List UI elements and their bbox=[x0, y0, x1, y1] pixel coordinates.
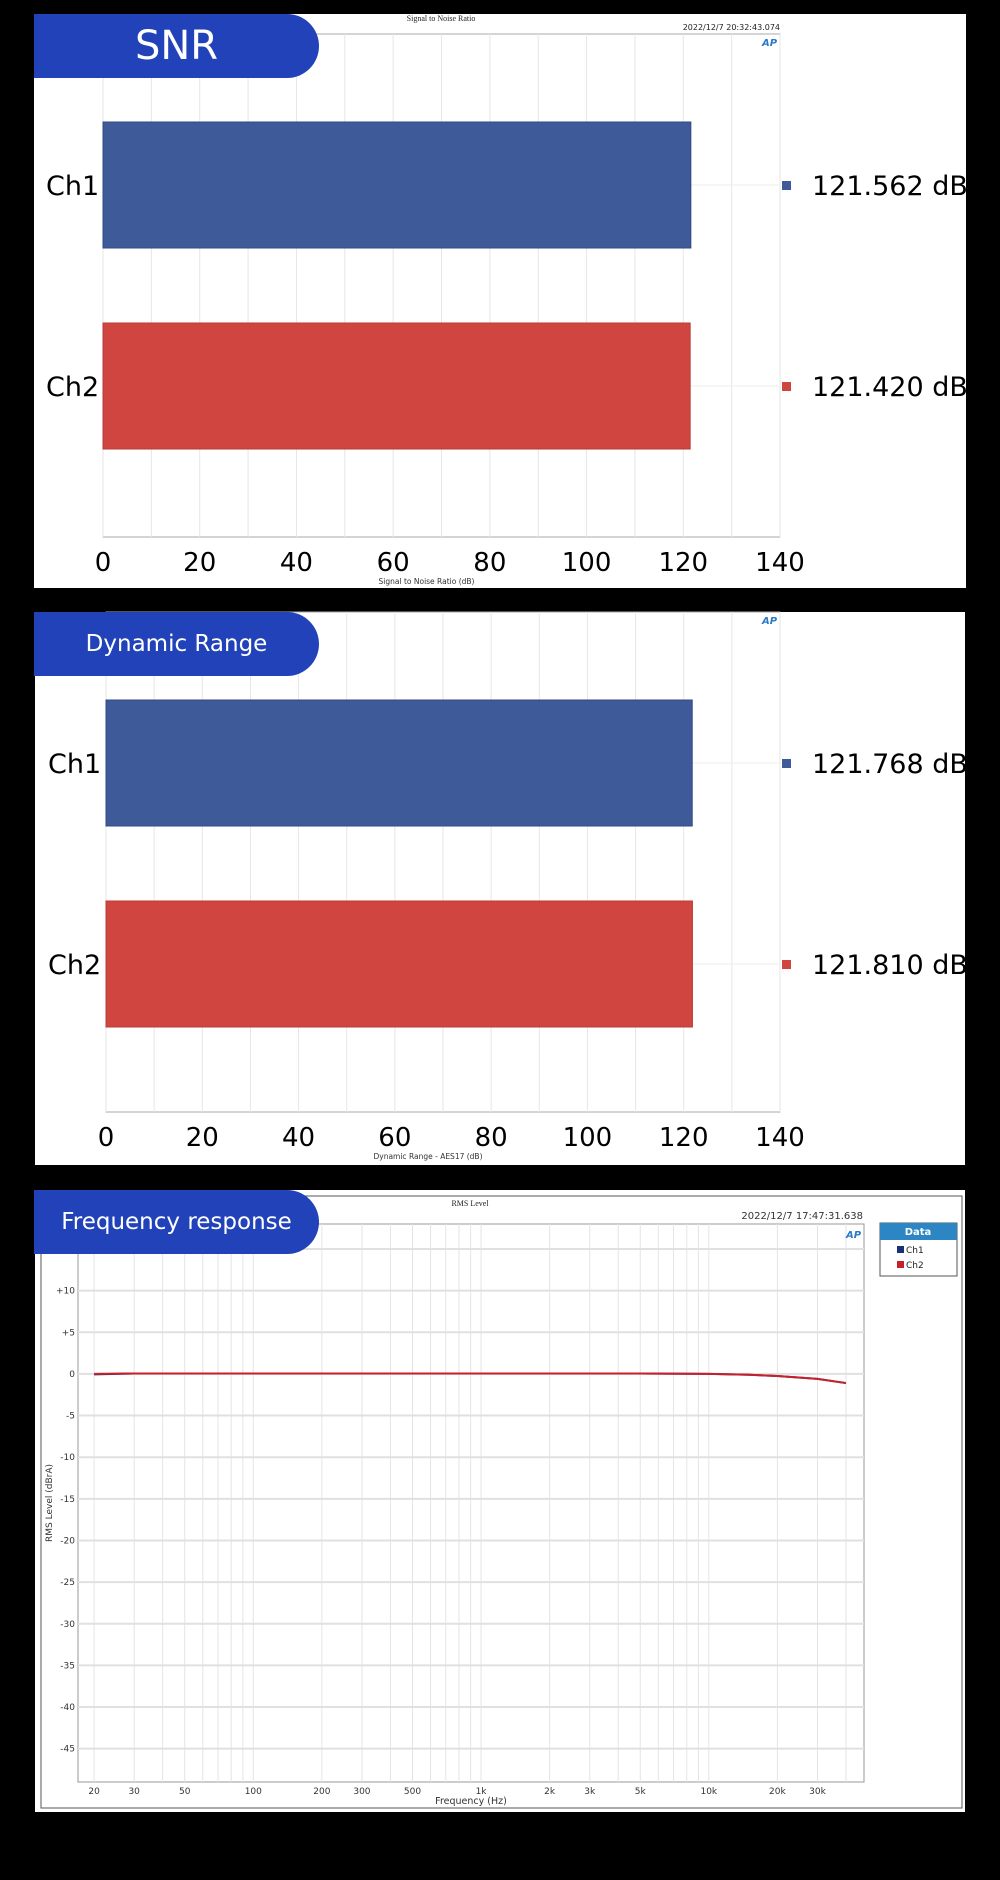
x-tick-label: 40 bbox=[282, 1123, 315, 1153]
x-tick-label: 120 bbox=[658, 548, 708, 578]
x-tick-label: 140 bbox=[755, 548, 805, 578]
legend-marker bbox=[897, 1261, 904, 1268]
y-axis-label: RMS Level (dBrA) bbox=[45, 1464, 55, 1542]
bar-ch2 bbox=[105, 900, 693, 1028]
y-tick-label: -10 bbox=[60, 1453, 75, 1463]
y-tick-label: -45 bbox=[60, 1745, 75, 1755]
x-tick-label: 120 bbox=[659, 1123, 709, 1153]
y-tick-label: -5 bbox=[66, 1412, 75, 1422]
x-axis-label: Frequency (Hz) bbox=[435, 1796, 507, 1807]
chart-title: RMS Level bbox=[451, 1199, 489, 1208]
x-axis-label: Dynamic Range - AES17 (dB) bbox=[373, 1152, 482, 1161]
x-tick-label: 80 bbox=[475, 1123, 508, 1153]
legend-marker bbox=[782, 181, 791, 190]
x-tick-label: 30 bbox=[128, 1787, 140, 1797]
bar-ch1 bbox=[105, 699, 693, 827]
series-line-ch2 bbox=[94, 1372, 847, 1385]
x-tick-label: 50 bbox=[179, 1787, 191, 1797]
x-tick-label: 80 bbox=[473, 548, 506, 578]
value-label: 121.562 dB bbox=[812, 171, 968, 202]
legend-header bbox=[880, 1223, 957, 1240]
x-axis-label: Signal to Noise Ratio (dB) bbox=[379, 577, 475, 586]
legend-marker bbox=[782, 382, 791, 391]
timestamp: 2022/12/7 20:32:43.074 bbox=[683, 23, 780, 32]
x-tick-label: 10k bbox=[700, 1787, 717, 1797]
value-label: 121.810 dB bbox=[812, 950, 968, 981]
snr-banner: SNR bbox=[34, 14, 319, 78]
x-tick-label: 60 bbox=[378, 1123, 411, 1153]
bar-ch1 bbox=[102, 121, 692, 249]
x-tick-label: 100 bbox=[245, 1787, 262, 1797]
value-label: 121.420 dB bbox=[812, 372, 968, 403]
category-label: Ch2 bbox=[46, 372, 99, 403]
timestamp: 2022/12/7 17:47:31.638 bbox=[741, 1211, 863, 1222]
y-tick-label: +10 bbox=[56, 1287, 75, 1297]
category-label: Ch1 bbox=[48, 749, 101, 780]
frequency-response-banner: Frequency response bbox=[34, 1190, 319, 1254]
chart0-ap-logo-icon: AP bbox=[761, 38, 778, 49]
y-tick-label: -35 bbox=[60, 1661, 75, 1671]
x-tick-label: 100 bbox=[562, 548, 612, 578]
x-tick-label: 140 bbox=[755, 1123, 805, 1153]
x-tick-label: 40 bbox=[280, 548, 313, 578]
x-tick-label: 200 bbox=[313, 1787, 330, 1797]
x-tick-label: 5k bbox=[635, 1787, 647, 1797]
legend-marker bbox=[782, 759, 791, 768]
x-tick-label: 0 bbox=[98, 1123, 115, 1153]
chart-frame bbox=[40, 1195, 963, 1809]
x-tick-label: 20 bbox=[186, 1123, 219, 1153]
y-tick-label: -40 bbox=[60, 1703, 75, 1713]
chart-title: Signal to Noise Ratio bbox=[407, 14, 476, 23]
x-tick-label: 30k bbox=[809, 1787, 826, 1797]
legend-label: Ch2 bbox=[906, 1261, 924, 1271]
category-label: Ch2 bbox=[48, 950, 101, 981]
x-tick-label: 60 bbox=[377, 548, 410, 578]
x-tick-label: 500 bbox=[404, 1787, 421, 1797]
value-label: 121.768 dB bbox=[812, 749, 968, 780]
y-tick-label: 0 bbox=[69, 1370, 75, 1380]
bar-ch2 bbox=[102, 322, 691, 450]
dynamic-range-banner: Dynamic Range bbox=[34, 612, 319, 676]
x-tick-label: 20 bbox=[183, 548, 216, 578]
x-tick-label: 1k bbox=[476, 1787, 488, 1797]
y-tick-label: -25 bbox=[60, 1578, 75, 1588]
x-tick-label: 2k bbox=[544, 1787, 556, 1797]
category-label: Ch1 bbox=[46, 171, 99, 202]
y-tick-label: -30 bbox=[60, 1620, 75, 1630]
x-tick-label: 0 bbox=[95, 548, 112, 578]
chart2-ap-logo-icon: AP bbox=[845, 1230, 862, 1241]
y-tick-label: -20 bbox=[60, 1536, 75, 1546]
y-tick-label: +5 bbox=[62, 1328, 75, 1338]
chart1-ap-logo-icon: AP bbox=[761, 616, 778, 627]
x-tick-label: 20 bbox=[88, 1787, 100, 1797]
legend-marker bbox=[897, 1246, 904, 1253]
legend-marker bbox=[782, 960, 791, 969]
y-tick-label: -15 bbox=[60, 1495, 75, 1505]
x-tick-label: 3k bbox=[584, 1787, 596, 1797]
x-tick-label: 100 bbox=[563, 1123, 613, 1153]
legend-label: Ch1 bbox=[906, 1246, 924, 1256]
legend-title: Data bbox=[905, 1227, 932, 1238]
x-tick-label: 300 bbox=[353, 1787, 370, 1797]
x-tick-label: 20k bbox=[769, 1787, 786, 1797]
